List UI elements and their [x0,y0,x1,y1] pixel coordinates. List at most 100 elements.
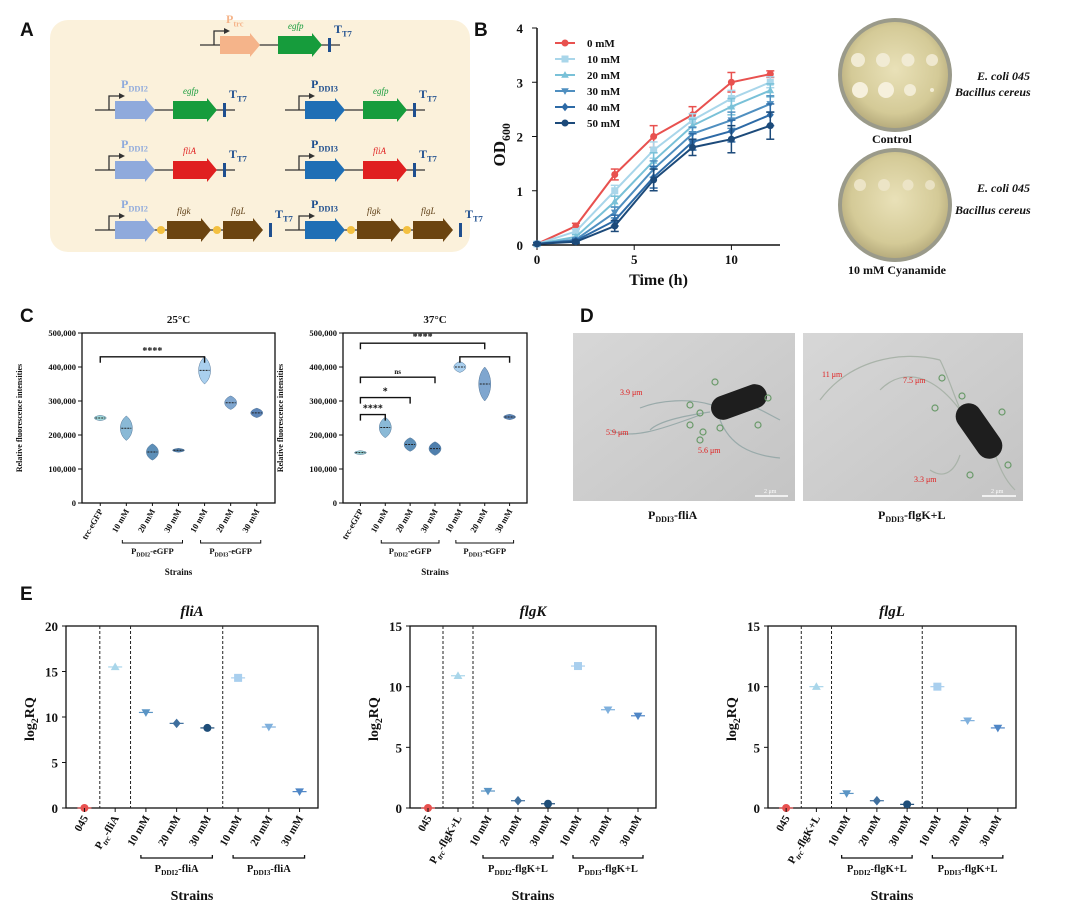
gene-arrow [173,158,217,182]
tss-arrowhead [309,213,315,219]
x-tick-label: 30 mM [977,813,1004,848]
y-tick-label: 2 [517,130,524,145]
y-tick-label: 500,000 [309,328,337,338]
violin-5 [478,366,491,402]
promoter-arrow [115,98,155,122]
gene-label: egfp [373,86,389,96]
x-tick-label: 20 mM [856,813,883,848]
x-tick-label: 20 mM [947,813,974,848]
y-tick-label: 0 [396,801,403,816]
group-bracket [121,540,183,544]
group-bracket [931,855,1004,859]
x-tick-label: Ptrc-fliA [93,813,124,852]
x-tick-label: trc-eGFP [340,507,366,541]
data-point-6 [603,706,613,715]
group-label: PDDI2-flgK+L [847,864,907,877]
promoter-label: PDDI3 [311,197,338,214]
y-tick-label: 0 [517,238,524,253]
x-axis-title: Strains [512,889,555,904]
scale-label: 2 μm [764,489,777,495]
plate-caption-control: Control [872,132,912,146]
data-point-2 [141,709,151,717]
chart-title: fliA [180,604,203,620]
violin-1 [120,415,133,441]
plate-label-ecoli: E. coli 045 [976,69,1030,83]
sig-bracket [359,376,436,384]
colony [901,53,915,67]
legend-label: 30 mM [587,86,621,98]
measure-1: 11 μm [822,370,843,379]
x-tick-label: 20 mM [498,813,525,848]
panel-a-constructs: Ptrc egfp TT7 PDDI2 egfp TT7 PDDI3 egfp TT7 PDDI2… [50,12,483,252]
data-point [766,86,775,94]
y-tick-label: 0 [754,801,761,816]
caption-left: PDDI3-fliA [648,508,698,524]
terminator [269,223,272,237]
y-tick-label: 3 [517,75,524,90]
gene-label: egfp [183,86,199,96]
construct-background [50,20,470,252]
x-tick-label: 10 mM [826,813,853,848]
scale-label: 2 μm [991,489,1004,495]
data-point [650,133,658,140]
gene-arrow [173,98,217,122]
colony [902,179,914,191]
y-tick-label: 500,000 [48,328,76,338]
construct-2: PDDI3 egfp TT7 [285,77,437,122]
plate-label-bacillus: Bacillus cereus [954,85,1031,99]
sig-label: **** [363,404,383,415]
gene2-label: flgL [421,206,436,216]
tss-arrowhead [119,153,125,159]
panel-label-e: E [20,584,33,605]
y-axis-title: log2RQ [367,697,385,741]
gene-label: fliA [183,146,197,156]
sig-bracket [99,356,206,363]
panel-label-d: D [580,306,594,327]
group-bracket [572,855,644,859]
data-point-2 [842,790,852,798]
terminator-label: TT7 [275,207,293,224]
terminator-label: TT7 [419,147,437,164]
x-axis-title: Strains [421,567,449,577]
x-tick-label: 10 mM [558,813,585,848]
group-label: PDDI3-eGFP [463,546,506,559]
y-tick-label: 0 [333,498,337,508]
plot-frame [409,625,657,809]
data-point-1 [453,671,463,679]
tss-arrow [108,155,121,170]
plot-frame [767,625,1017,809]
panel-label-b: B [474,20,488,41]
series-10-mM: 10 mM [533,54,775,248]
data-point [766,70,774,78]
violin-6 [503,414,516,420]
promoter-label: PDDI2 [121,197,148,214]
flagella [819,355,1016,491]
plot-frame [81,332,276,504]
colony [904,84,916,96]
x-tick-label: 20 mM [248,813,275,848]
promoter-label: Ptrc [226,12,244,29]
sig-bracket [459,356,511,363]
y-tick-label: 400,000 [309,362,337,372]
x-tick-label: 20 mM [156,813,183,848]
data-point-4 [544,799,552,808]
y-tick-label: 300,000 [309,396,337,406]
x-tick-label: 30 mM [279,813,306,848]
legend-label: 50 mM [587,118,621,130]
panel-c-25c-chart: 25°C 0 100,000 200,000 300,000 400,000 500,000… [15,314,276,577]
legend-marker [561,119,569,127]
data-point [572,222,580,230]
data-point-3 [872,795,881,806]
data-point-7 [633,712,643,721]
tss-arrow [298,155,311,170]
data-point [689,143,697,151]
promoter-label: PDDI2 [121,77,148,94]
y-axis-title: Relative fluorescence intensities [276,364,285,472]
legend-marker [561,88,569,95]
terminator [413,163,416,177]
gene-arrow [363,98,407,122]
tss-arrowhead [119,93,125,99]
construct-5: PDDI2 flgk flgL TT7 [95,197,293,242]
micrograph-background [803,333,1023,501]
panel-d-micrographs: 3.9 μm 5.9 μm 5.6 μm 2 μm PDDI3-fliA 11 … [573,333,1023,524]
